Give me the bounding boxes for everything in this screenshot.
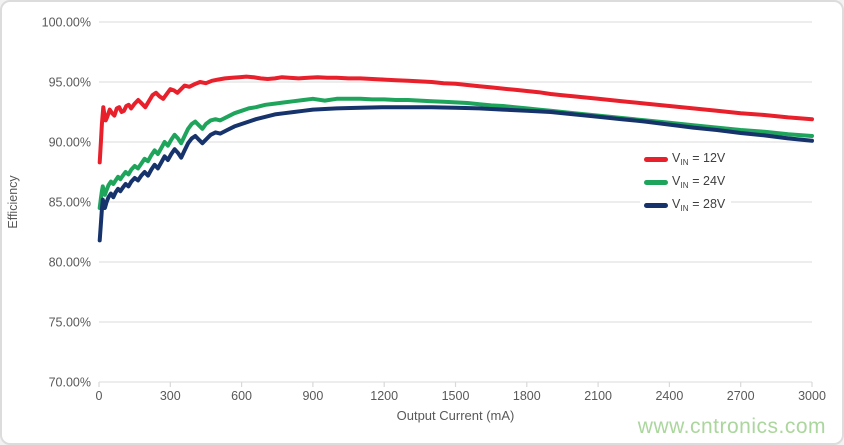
x-tick-label: 300 (160, 389, 181, 403)
x-tick-label: 3000 (798, 389, 826, 403)
x-tick-label: 2700 (727, 389, 755, 403)
x-tick-label: 0 (96, 389, 103, 403)
legend-line-swatch (644, 179, 668, 185)
legend-item-vin12v: VIN = 12V (644, 150, 725, 168)
x-axis-title: Output Current (mA) (397, 408, 515, 423)
legend-item-vin28v: VIN = 28V (644, 196, 725, 214)
y-tick-label: 75.00% (49, 316, 91, 330)
y-tick-label: 70.00% (49, 376, 91, 390)
x-tick-label: 1200 (370, 389, 398, 403)
x-tick-label: 600 (231, 389, 252, 403)
x-tick-label: 2400 (655, 389, 683, 403)
efficiency-curve-vin-28v (97, 105, 814, 243)
x-tick-label: 1800 (513, 389, 541, 403)
y-tick-label: 80.00% (49, 256, 91, 270)
y-tick-label: 85.00% (49, 196, 91, 210)
legend-item-vin24v: VIN = 24V (644, 173, 725, 191)
legend-line-swatch (644, 156, 668, 162)
legend-label: VIN = 12V (672, 150, 726, 167)
efficiency-curve-vin-24v (97, 96, 814, 210)
watermark-text: www.cntronics.com (637, 415, 826, 438)
y-tick-label: 100.00% (42, 16, 91, 30)
legend-label: VIN = 28V (672, 196, 726, 213)
x-tick-label: 2100 (584, 389, 612, 403)
y-tick-label: 90.00% (49, 136, 91, 150)
efficiency-curve-vin-12v (97, 74, 814, 165)
chart-legend: VIN = 12V VIN = 24V VIN = 28V (640, 148, 732, 216)
legend-line-swatch (644, 202, 668, 208)
y-tick-label: 95.00% (49, 76, 91, 90)
x-tick-label: 1500 (442, 389, 470, 403)
x-tick-label: 900 (302, 389, 323, 403)
y-axis-title: Efficiency (6, 175, 20, 229)
legend-label: VIN = 24V (672, 173, 726, 190)
